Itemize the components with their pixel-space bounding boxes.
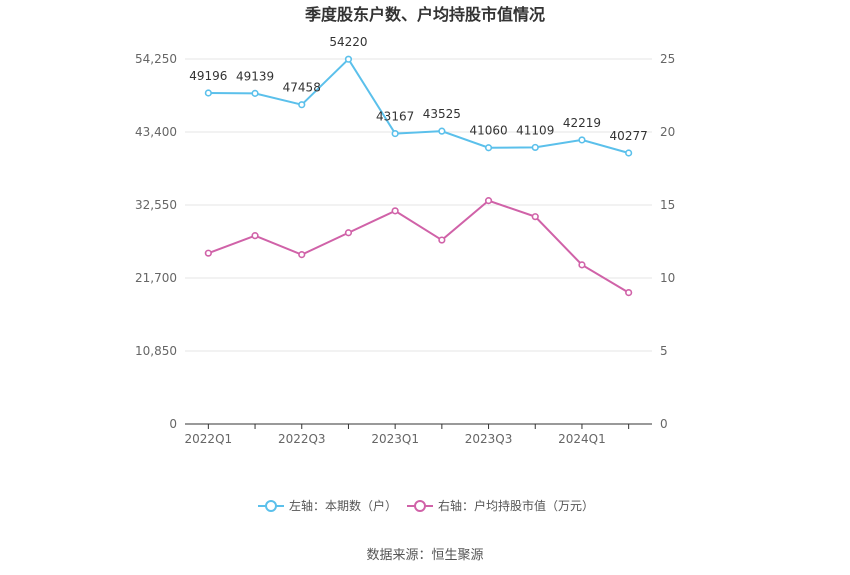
data-point (204, 89, 212, 97)
legend-marker (265, 500, 277, 512)
x-tick-label: 2022Q1 (185, 432, 233, 446)
series-2 (204, 197, 633, 297)
data-point (298, 251, 306, 259)
data-point (484, 144, 493, 152)
data-point (625, 289, 633, 297)
data-point (625, 149, 633, 157)
data-label: 41109 (516, 123, 554, 137)
x-tick-label: 2024Q1 (558, 432, 606, 446)
data-label: 41060 (469, 124, 507, 138)
x-axis: 2022Q1 2022Q3 2023Q1 2023Q3 2024Q1 (185, 423, 652, 446)
data-label: 49196 (189, 69, 227, 83)
y-right-tick-label: 20 (660, 125, 675, 139)
y-right-tick-label: 5 (660, 344, 668, 358)
x-tick-label: 2023Q3 (465, 432, 513, 446)
data-point (578, 136, 586, 144)
legend[interactable]: 左轴：本期数（户） 右轴：户均持股市值（万元） (258, 498, 594, 513)
source-note: 数据来源：恒生聚源 (366, 548, 483, 563)
data-point (531, 143, 539, 152)
data-point (578, 261, 586, 269)
legend-item-1[interactable]: 左轴：本期数（户） (258, 498, 397, 513)
series-1: 49196 49139 47458 54220 43167 43525 41060 41109… (189, 35, 648, 157)
series-line (208, 57, 629, 154)
data-point (391, 207, 399, 215)
legend-item-2[interactable]: 右轴：户均持股市值（万元） (407, 498, 594, 513)
data-label: 42219 (563, 116, 601, 130)
data-point (438, 127, 446, 135)
data-point (344, 229, 353, 237)
x-tick-label: 2023Q1 (371, 432, 419, 446)
y-right-tick-label: 0 (660, 417, 668, 431)
data-point (531, 213, 539, 221)
data-label: 47458 (283, 81, 321, 95)
y-left-tick-label: 10,850 (135, 344, 177, 358)
data-point (484, 197, 493, 205)
series-layer: 49196 49139 47458 54220 43167 43525 41060 41109… (189, 35, 648, 297)
data-point (391, 129, 399, 138)
data-label: 40277 (610, 129, 648, 143)
data-point (251, 232, 259, 240)
data-point (344, 55, 353, 63)
series-line (207, 199, 630, 294)
y-left-axis: 0 10,850 21,700 32,550 43,400 54,250 (135, 52, 177, 431)
data-point (298, 101, 306, 109)
grid (185, 58, 652, 352)
y-right-tick-label: 25 (660, 52, 675, 66)
data-point (438, 236, 446, 244)
legend-marker (414, 500, 426, 512)
y-right-tick-label: 15 (660, 198, 675, 212)
data-point (204, 249, 212, 257)
legend-label: 右轴：户均持股市值（万元） (438, 498, 594, 513)
data-label: 49139 (236, 69, 274, 83)
data-label: 43525 (423, 107, 461, 121)
y-left-tick-label: 43,400 (135, 125, 177, 139)
data-label: 43167 (376, 110, 414, 124)
y-right-axis: 0 5 10 15 20 25 (660, 52, 675, 431)
y-left-tick-label: 54,250 (135, 52, 177, 66)
data-point (251, 89, 259, 97)
y-left-tick-label: 32,550 (135, 198, 177, 212)
chart-title: 季度股东户数、户均持股市值情况 (304, 5, 545, 24)
x-tick-label: 2022Q3 (278, 432, 326, 446)
y-left-tick-label: 21,700 (135, 271, 177, 285)
y-left-tick-label: 0 (169, 417, 177, 431)
data-label: 54220 (329, 35, 367, 49)
legend-label: 左轴：本期数（户） (289, 498, 397, 513)
y-right-tick-label: 10 (660, 271, 675, 285)
